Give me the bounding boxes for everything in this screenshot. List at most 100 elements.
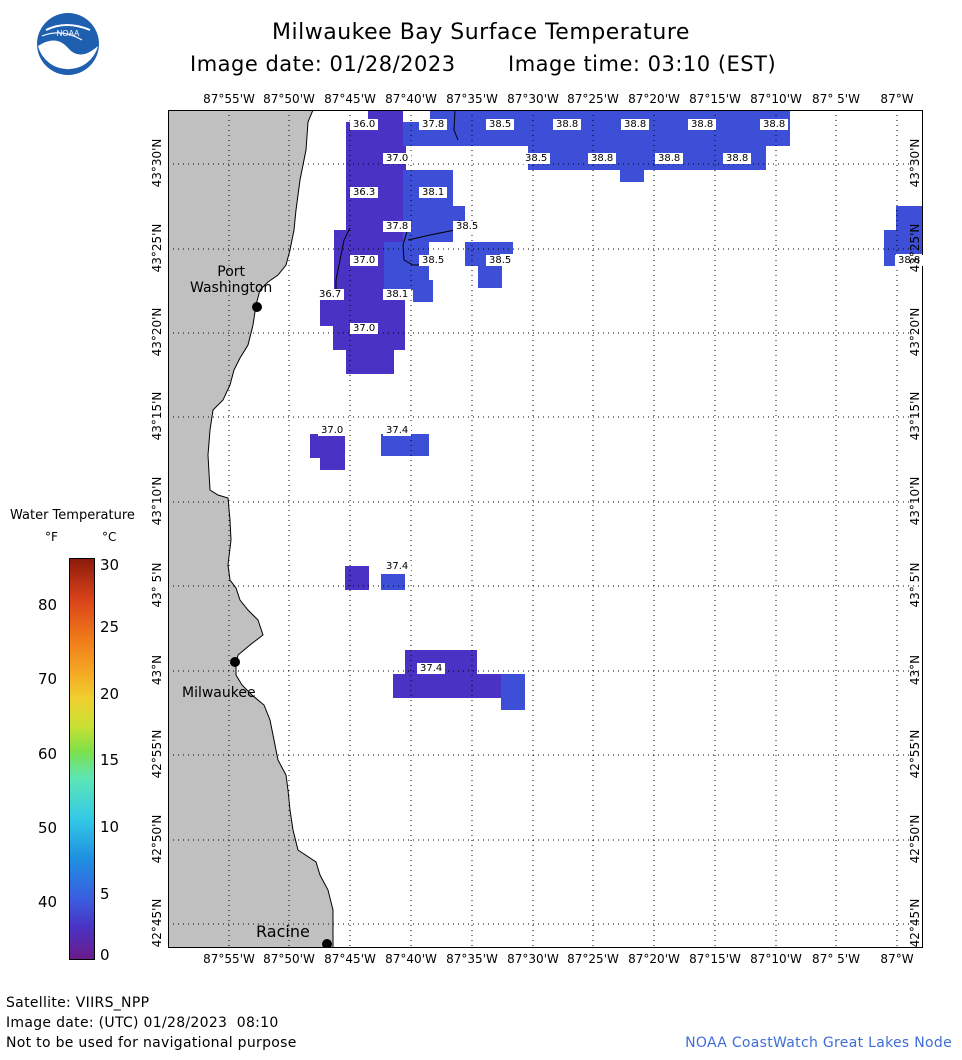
latitude-tick-right: 43°20'N [908,307,922,357]
latitude-tick-left: 43°15'N [150,391,164,441]
temperature-label: 37.4 [417,663,446,674]
temperature-label: 38.8 [688,119,717,130]
longitude-tick-top: 87° 5'W [812,92,860,106]
legend-unit-f: °F [45,530,58,544]
latitude-tick-right: 43°15'N [908,391,922,441]
legend-tick-c: 20 [100,685,120,703]
temperature-label: 38.8 [588,153,617,164]
latitude-tick-right: 43°10'N [908,476,922,526]
longitude-tick-bot: 87°45'W [324,952,376,966]
longitude-tick-bot: 87°15'W [689,952,741,966]
temperature-label: 37.0 [383,153,412,164]
footer-satellite: Satellite: VIIRS_NPP [6,995,150,1011]
longitude-tick-bot: 87° 5'W [812,952,860,966]
footer-disclaimer: Not to be used for navigational purpose [6,1035,297,1051]
latitude-tick-right: 42°45'N [908,898,922,948]
longitude-tick-bot: 87°40'W [385,952,437,966]
longitude-tick-top: 87°55'W [203,92,255,106]
longitude-tick-bot: 87°30'W [507,952,559,966]
legend-tick-f: 60 [38,745,58,763]
temperature-label: 38.5 [419,255,448,266]
graticule [168,110,923,948]
city-label-port-washington: Port Washington [190,264,272,296]
map-canvas [167,109,923,949]
milwaukee-marker [230,657,240,667]
temperature-label: 38.5 [486,119,515,130]
legend-tick-f: 50 [38,819,58,837]
longitude-tick-top: 87°20'W [628,92,680,106]
latitude-tick-right: 42°50'N [908,814,922,864]
water-temperature-pixels [310,110,923,710]
port-washington-marker [252,302,262,312]
legend-tick-c: 5 [100,885,110,903]
longitude-tick-top: 87°30'W [507,92,559,106]
temperature-label: 38.5 [486,255,515,266]
legend-tick-f: 80 [38,596,58,614]
temperature-label: 37.4 [383,561,412,572]
image-date-label: Image date: 01/28/2023 [190,52,456,76]
latitude-tick-left: 43°30'N [150,138,164,188]
land-mass [167,109,334,949]
temperature-label: 38.8 [895,255,924,266]
longitude-tick-top: 87°45'W [324,92,376,106]
temperature-label: 37.8 [419,119,448,130]
longitude-tick-bot: 87°20'W [628,952,680,966]
city-label-milwaukee: Milwaukee [182,685,256,701]
legend-tick-c: 10 [100,818,120,836]
latitude-tick-left: 42°55'N [150,729,164,779]
longitude-tick-top: 87°10'W [750,92,802,106]
legend-tick-c: 25 [100,618,120,636]
legend-tick-f: 40 [38,893,58,911]
longitude-tick-bot: 87°35'W [446,952,498,966]
city-label-racine: Racine [256,922,310,941]
latitude-tick-right: 43° 5'N [908,562,922,608]
legend-tick-c: 0 [100,946,110,964]
map-frame [168,110,923,948]
temperature-label: 38.8 [621,119,650,130]
latitude-tick-right: 43°25'N [908,223,922,273]
legend-tick-c: 15 [100,751,120,769]
latitude-tick-left: 43°20'N [150,307,164,357]
longitude-tick-top: 87°50'W [263,92,315,106]
temperature-map: 36.0 37.8 38.5 38.8 38.8 38.8 38.8 37.0 38.5 38.8… [167,109,924,949]
longitude-tick-top: 87°35'W [446,92,498,106]
longitude-tick-bot: 87°50'W [263,952,315,966]
temperature-label: 37.0 [350,323,379,334]
latitude-tick-left: 43°N [150,654,164,686]
racine-marker [322,939,332,949]
temperature-label: 36.7 [316,289,345,300]
temperature-label: 37.8 [383,221,412,232]
latitude-tick-right: 43°N [908,654,922,686]
legend-unit-c: °C [102,530,117,544]
longitude-tick-top: 87°15'W [689,92,741,106]
latitude-tick-left: 43°10'N [150,476,164,526]
temperature-label: 38.8 [553,119,582,130]
longitude-tick-bot: 87°W [880,952,914,966]
longitude-tick-bot: 87°10'W [750,952,802,966]
latitude-tick-left: 43°25'N [150,223,164,273]
legend-tick-c: 30 [100,556,120,574]
temperature-label: 38.8 [760,119,789,130]
longitude-tick-bot: 87°25'W [567,952,619,966]
temperature-label: 38.8 [655,153,684,164]
legend-colorbar [69,558,95,960]
footer-credit: NOAA CoastWatch Great Lakes Node [685,1035,952,1051]
longitude-tick-top: 87°25'W [567,92,619,106]
temperature-label: 37.4 [383,425,412,436]
latitude-tick-right: 42°55'N [908,729,922,779]
temperature-label: 38.5 [522,153,551,164]
port-washington-label: Port Washington [190,264,273,296]
latitude-tick-left: 43° 5'N [150,562,164,608]
page-title: Milwaukee Bay Surface Temperature [272,20,690,45]
temperature-label: 38.1 [383,289,412,300]
temperature-label: 38.8 [723,153,752,164]
latitude-tick-left: 42°45'N [150,898,164,948]
temperature-label: 38.5 [453,221,482,232]
temperature-label: 37.0 [350,255,379,266]
footer-utc-date: Image date: (UTC) 01/28/2023 08:10 [6,1015,279,1031]
longitude-tick-bot: 87°55'W [203,952,255,966]
longitude-tick-top: 87°W [880,92,914,106]
latitude-tick-left: 42°50'N [150,814,164,864]
legend-tick-f: 70 [38,670,58,688]
latitude-tick-right: 43°30'N [908,138,922,188]
